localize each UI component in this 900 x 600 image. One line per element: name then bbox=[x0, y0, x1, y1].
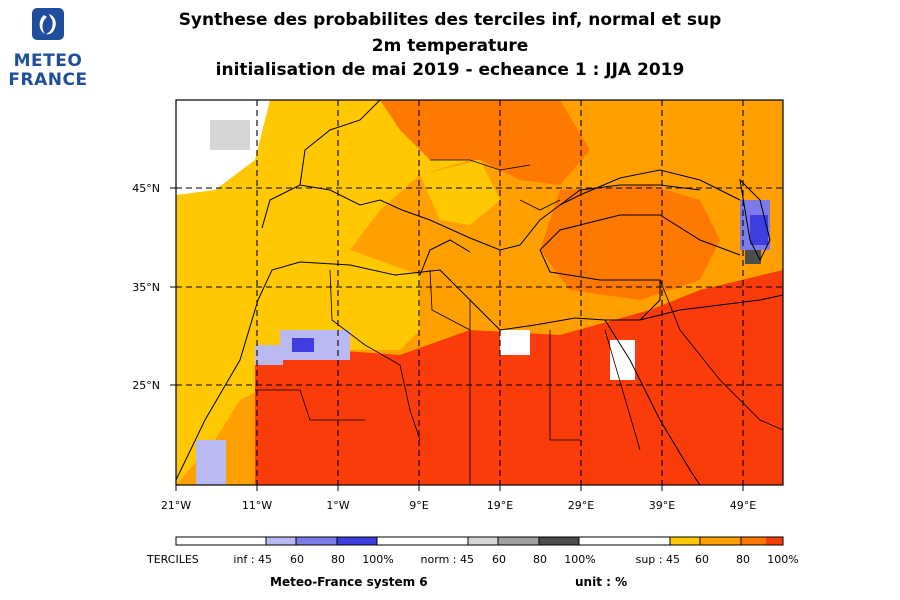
legend-sup-tick: 100% bbox=[767, 553, 798, 566]
lon-label: 19°E bbox=[487, 499, 513, 512]
lon-label: 1°W bbox=[326, 499, 349, 512]
legend-inf-tick: 100% bbox=[362, 553, 393, 566]
field-sup45-balkans bbox=[420, 160, 500, 225]
sup-100-swatch bbox=[766, 537, 783, 545]
meteo-france-logo: METEO FRANCE bbox=[8, 8, 88, 90]
lon-label: 21°W bbox=[161, 499, 191, 512]
legend-norm-tick: 80 bbox=[533, 553, 547, 566]
lon-label: 11°W bbox=[242, 499, 272, 512]
lon-label: 29°E bbox=[568, 499, 594, 512]
legend-norm-tick: 100% bbox=[564, 553, 595, 566]
footer-unit: unit : % bbox=[575, 575, 627, 589]
meteo-france-logo-icon bbox=[32, 8, 64, 40]
axis-ticks bbox=[170, 187, 744, 491]
field-sup100-sahara-west bbox=[255, 330, 470, 485]
lon-label: 39°E bbox=[649, 499, 675, 512]
logo-word-france: FRANCE bbox=[8, 70, 88, 90]
lat-label: 45°N bbox=[132, 182, 160, 195]
map-frame bbox=[175, 99, 784, 486]
lat-label: 35°N bbox=[132, 281, 160, 294]
map-field bbox=[176, 100, 783, 485]
coastlines bbox=[176, 100, 783, 485]
sup-60-swatch bbox=[700, 537, 741, 545]
legend-sup-tick: 60 bbox=[695, 553, 709, 566]
field-sup45-west bbox=[176, 100, 560, 485]
lon-label: 49°E bbox=[730, 499, 756, 512]
field-sup80-turkey bbox=[540, 185, 720, 300]
sup-80-swatch bbox=[741, 537, 766, 545]
norm-80-swatch bbox=[498, 537, 539, 545]
legend-inf-label: inf : 45 bbox=[233, 553, 272, 566]
graticule bbox=[176, 100, 783, 485]
field-sup45-atlantic bbox=[176, 200, 200, 280]
legend-terciles-label: TERCILES bbox=[146, 553, 199, 566]
inf-100-swatch bbox=[337, 537, 377, 545]
inf-80-swatch bbox=[296, 537, 337, 545]
norm-60-swatch bbox=[468, 537, 498, 545]
inf-60-swatch bbox=[266, 537, 296, 545]
legend-inf-tick: 80 bbox=[331, 553, 345, 566]
legend-norm-tick: 60 bbox=[492, 553, 506, 566]
legend-sup-tick: 80 bbox=[736, 553, 750, 566]
logo-word-meteo: METEO bbox=[13, 51, 83, 71]
lon-label: 9°E bbox=[409, 499, 428, 512]
title-line-1: Synthese des probabilites des terciles i… bbox=[178, 10, 722, 30]
legend-inf-tick: 60 bbox=[290, 553, 304, 566]
title-line-2: 2m temperature bbox=[371, 36, 529, 56]
legend-norm-label: norm : 45 bbox=[421, 553, 474, 566]
sup-45-swatch bbox=[670, 537, 700, 545]
footer-system: Meteo-France system 6 bbox=[270, 575, 428, 589]
colorbar bbox=[175, 536, 784, 546]
field-sup80-europe bbox=[380, 100, 590, 185]
title-line-3: initialisation de mai 2019 - echeance 1 … bbox=[215, 60, 685, 80]
borders bbox=[255, 159, 783, 485]
lat-label: 25°N bbox=[132, 379, 160, 392]
norm-100-swatch bbox=[539, 537, 579, 545]
legend-sup-label: sup : 45 bbox=[636, 553, 680, 566]
